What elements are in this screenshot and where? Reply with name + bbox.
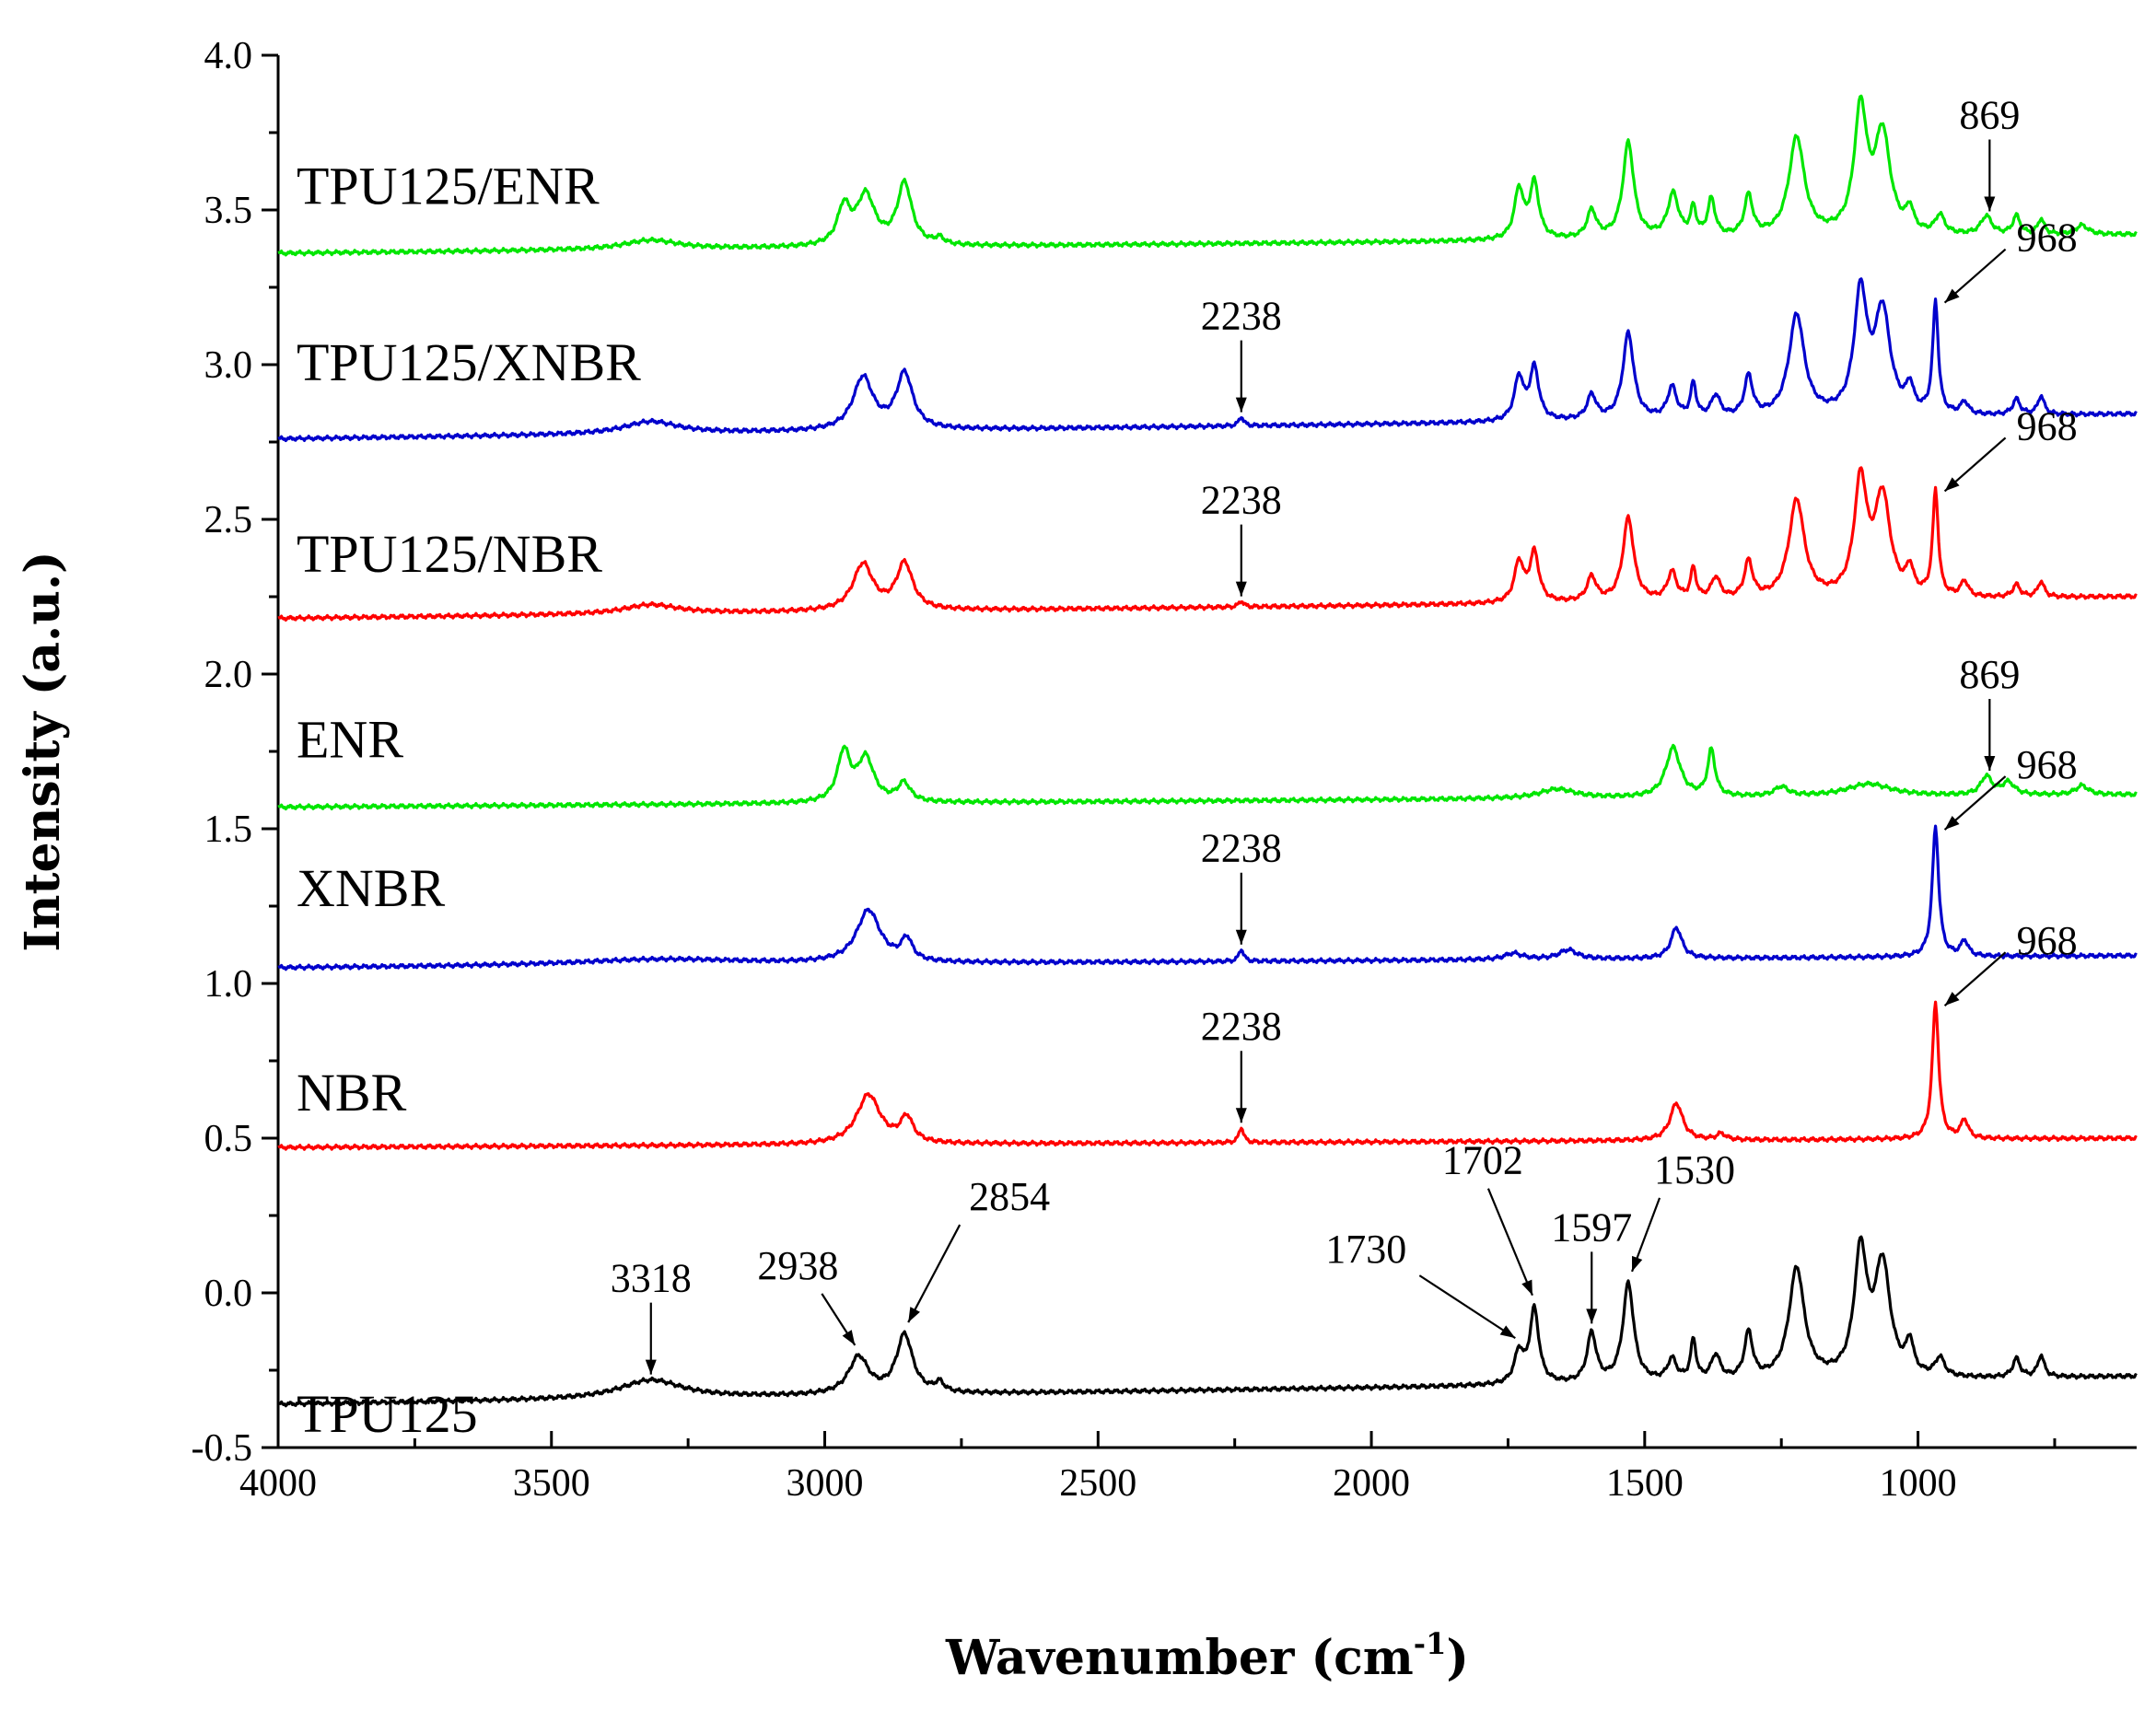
x-axis-title-close: ) <box>1446 1630 1469 1686</box>
annotation-arrow-head <box>1944 288 1960 303</box>
peak-annotation-label: 1597 <box>1551 1204 1632 1250</box>
annotation-arrow-head <box>1235 929 1247 945</box>
plot-frame <box>276 55 2137 1449</box>
peak-annotation-label: 2938 <box>757 1243 838 1288</box>
annotation-arrow-head <box>1632 1255 1643 1272</box>
y-tick-label: 1.5 <box>204 808 253 851</box>
annotation-arrow-line <box>907 1224 961 1323</box>
y-tick-label: 1.0 <box>204 963 253 1006</box>
annotation-arrow-head <box>842 1330 856 1345</box>
series-label: TPU125/ENR <box>297 156 600 215</box>
annotation-arrow-head <box>1984 196 1996 212</box>
annotation-arrow-head <box>1521 1279 1533 1296</box>
x-tick-label: 3000 <box>787 1462 864 1505</box>
y-tick-label: 2.5 <box>204 499 253 541</box>
y-tick-label: 2.0 <box>204 654 253 696</box>
series-labels: TPU125 NBR XNBR ENR TPU125/NBR TPU125/XNBR TPU… <box>297 156 641 1444</box>
y-tick-label: 3.0 <box>204 344 253 387</box>
y-ticks: -0.5 0.0 0.5 1.0 1.5 2.0 2.5 3.0 3.5 4.0 <box>192 35 278 1470</box>
series-label: XNBR <box>297 858 445 918</box>
peak-annotation-label: 869 <box>1959 93 2020 138</box>
annotation-arrow-head <box>908 1307 920 1323</box>
peak-annotation-label: 2238 <box>1201 478 1282 523</box>
x-tick-label: 2500 <box>1059 1462 1136 1505</box>
annotation-arrow-head <box>1499 1325 1516 1339</box>
y-tick-label: 0.0 <box>204 1273 253 1315</box>
peak-annotation-label: 968 <box>2017 742 2078 787</box>
x-axis-title-superscript: -1 <box>1414 1626 1447 1661</box>
series-line-nbr <box>277 1000 2138 1151</box>
series-label: TPU125 <box>297 1384 478 1444</box>
peak-annotation-label: 1730 <box>1325 1227 1406 1272</box>
x-tick-label: 1500 <box>1606 1462 1684 1505</box>
x-ticks: 4000 3500 3000 2500 2000 1500 1000 <box>239 1431 2057 1505</box>
y-axis-title: Intensity (a.u.) <box>15 551 71 951</box>
x-tick-label: 1000 <box>1880 1462 1957 1505</box>
annotation-arrow-head <box>1944 992 1960 1006</box>
annotation-arrow-head <box>1235 397 1247 413</box>
series-line-xnbr <box>277 824 2138 971</box>
series-line-enr <box>277 743 2138 811</box>
y-tick-label: 0.5 <box>204 1118 253 1160</box>
x-axis-title-main: Wavenumber (cm <box>945 1630 1414 1686</box>
peak-annotation-label: 968 <box>2017 403 2078 448</box>
series-label: ENR <box>297 710 403 770</box>
peak-annotation-label: 968 <box>2017 918 2078 963</box>
y-tick-label: 3.5 <box>204 190 253 232</box>
peak-annotations: 3318 2938 2854 1730 1702 1597 1530 2238 968 2238 9… <box>611 93 2078 1375</box>
x-tick-label: 3500 <box>513 1462 590 1505</box>
peak-annotation-label: 1702 <box>1442 1138 1523 1183</box>
series-line-tpu125-xnbr <box>277 277 2138 443</box>
annotation-arrow-head <box>1235 1108 1247 1123</box>
annotation-arrow-head <box>1586 1309 1598 1324</box>
peak-annotation-label: 2238 <box>1201 1004 1282 1049</box>
y-tick-label: -0.5 <box>192 1427 253 1470</box>
peak-annotation-label: 1530 <box>1654 1147 1735 1192</box>
series-label: NBR <box>297 1063 407 1123</box>
series-label: TPU125/NBR <box>297 524 602 584</box>
peak-annotation-label: 2238 <box>1201 826 1282 871</box>
series-line-tpu125-enr <box>277 94 2138 257</box>
annotation-arrow-head <box>1944 815 1960 831</box>
spectra-curves <box>277 94 2138 1408</box>
series-line-tpu125-nbr <box>277 466 2138 622</box>
peak-annotation-label: 3318 <box>611 1256 692 1301</box>
x-axis-title: Wavenumber (cm-1) <box>945 1626 1469 1686</box>
peak-annotation-label: 968 <box>2017 215 2078 261</box>
peak-annotation-label: 869 <box>1959 652 2020 697</box>
annotation-arrow-head <box>1944 477 1960 492</box>
x-tick-label: 4000 <box>239 1462 317 1505</box>
annotation-arrow-line <box>1486 1188 1533 1297</box>
peak-annotation-label: 2238 <box>1201 294 1282 339</box>
annotation-arrow-head <box>1235 581 1247 597</box>
series-label: TPU125/XNBR <box>297 332 641 392</box>
y-tick-label: 4.0 <box>204 35 253 77</box>
x-tick-label: 2000 <box>1333 1462 1410 1505</box>
annotation-arrow-head <box>1984 756 1996 772</box>
series-line-tpu125 <box>277 1235 2138 1408</box>
annotation-arrow-line <box>1418 1274 1516 1340</box>
peak-annotation-label: 2854 <box>969 1174 1050 1219</box>
annotation-arrow-head <box>645 1359 657 1375</box>
